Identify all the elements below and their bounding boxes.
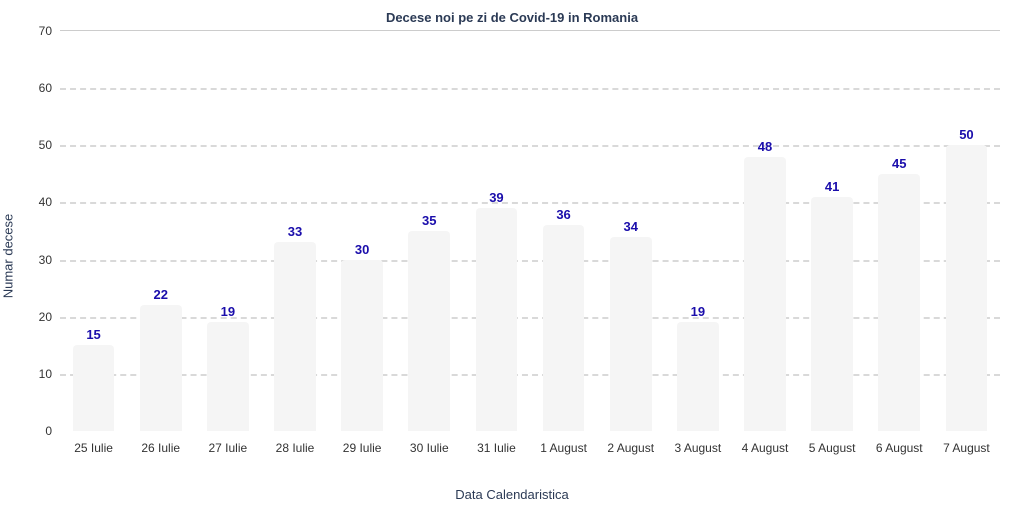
chart-container: Decese noi pe zi de Covid-19 in Romania … — [0, 0, 1024, 512]
bar-value-label: 30 — [355, 242, 369, 257]
grid-line — [60, 317, 1000, 319]
x-tick-label: 29 Iulie — [343, 441, 382, 455]
bar-value-label: 45 — [892, 156, 906, 171]
chart-title: Decese noi pe zi de Covid-19 in Romania — [0, 10, 1024, 25]
bar: 45 — [878, 174, 920, 431]
bar: 39 — [476, 208, 518, 431]
plot-area: 0102030405060701525 Iulie2226 Iulie1927 … — [60, 30, 1000, 431]
y-tick-label: 70 — [32, 24, 52, 38]
grid-line — [60, 202, 1000, 204]
grid-line — [60, 145, 1000, 147]
bar-value-label: 50 — [959, 127, 973, 142]
bar: 41 — [811, 197, 853, 431]
bar-value-label: 34 — [623, 219, 637, 234]
x-tick-label: 6 August — [876, 441, 923, 455]
grid-line — [60, 374, 1000, 376]
bar-value-label: 39 — [489, 190, 503, 205]
bar: 33 — [274, 242, 316, 431]
bar: 19 — [207, 322, 249, 431]
bar: 15 — [73, 345, 115, 431]
x-tick-label: 5 August — [809, 441, 856, 455]
bar-value-label: 35 — [422, 213, 436, 228]
y-tick-label: 30 — [32, 253, 52, 267]
x-tick-label: 2 August — [607, 441, 654, 455]
y-tick-label: 10 — [32, 367, 52, 381]
bar-value-label: 19 — [221, 304, 235, 319]
bar: 35 — [408, 231, 450, 431]
bar-value-label: 36 — [556, 207, 570, 222]
bar: 19 — [677, 322, 719, 431]
x-tick-label: 4 August — [742, 441, 789, 455]
y-tick-label: 60 — [32, 81, 52, 95]
y-tick-label: 0 — [32, 424, 52, 438]
x-tick-label: 3 August — [674, 441, 721, 455]
y-tick-label: 20 — [32, 310, 52, 324]
bar-value-label: 22 — [153, 287, 167, 302]
x-tick-label: 31 Iulie — [477, 441, 516, 455]
bar-value-label: 41 — [825, 179, 839, 194]
bar-value-label: 33 — [288, 224, 302, 239]
grid-line — [60, 260, 1000, 262]
grid-line — [60, 88, 1000, 90]
bar: 48 — [744, 157, 786, 431]
bar: 50 — [946, 145, 988, 431]
x-tick-label: 25 Iulie — [74, 441, 113, 455]
x-axis-label: Data Calendaristica — [0, 487, 1024, 502]
bar: 36 — [543, 225, 585, 431]
x-tick-label: 1 August — [540, 441, 587, 455]
bar-value-label: 15 — [86, 327, 100, 342]
x-tick-label: 28 Iulie — [276, 441, 315, 455]
bar: 34 — [610, 237, 652, 431]
y-tick-label: 40 — [32, 195, 52, 209]
bar-value-label: 19 — [691, 304, 705, 319]
x-tick-label: 7 August — [943, 441, 990, 455]
x-tick-label: 27 Iulie — [208, 441, 247, 455]
x-tick-label: 30 Iulie — [410, 441, 449, 455]
x-tick-label: 26 Iulie — [141, 441, 180, 455]
y-axis-label: Numar decese — [1, 214, 16, 299]
bar: 22 — [140, 305, 182, 431]
y-tick-label: 50 — [32, 138, 52, 152]
bar: 30 — [341, 260, 383, 431]
bar-value-label: 48 — [758, 139, 772, 154]
